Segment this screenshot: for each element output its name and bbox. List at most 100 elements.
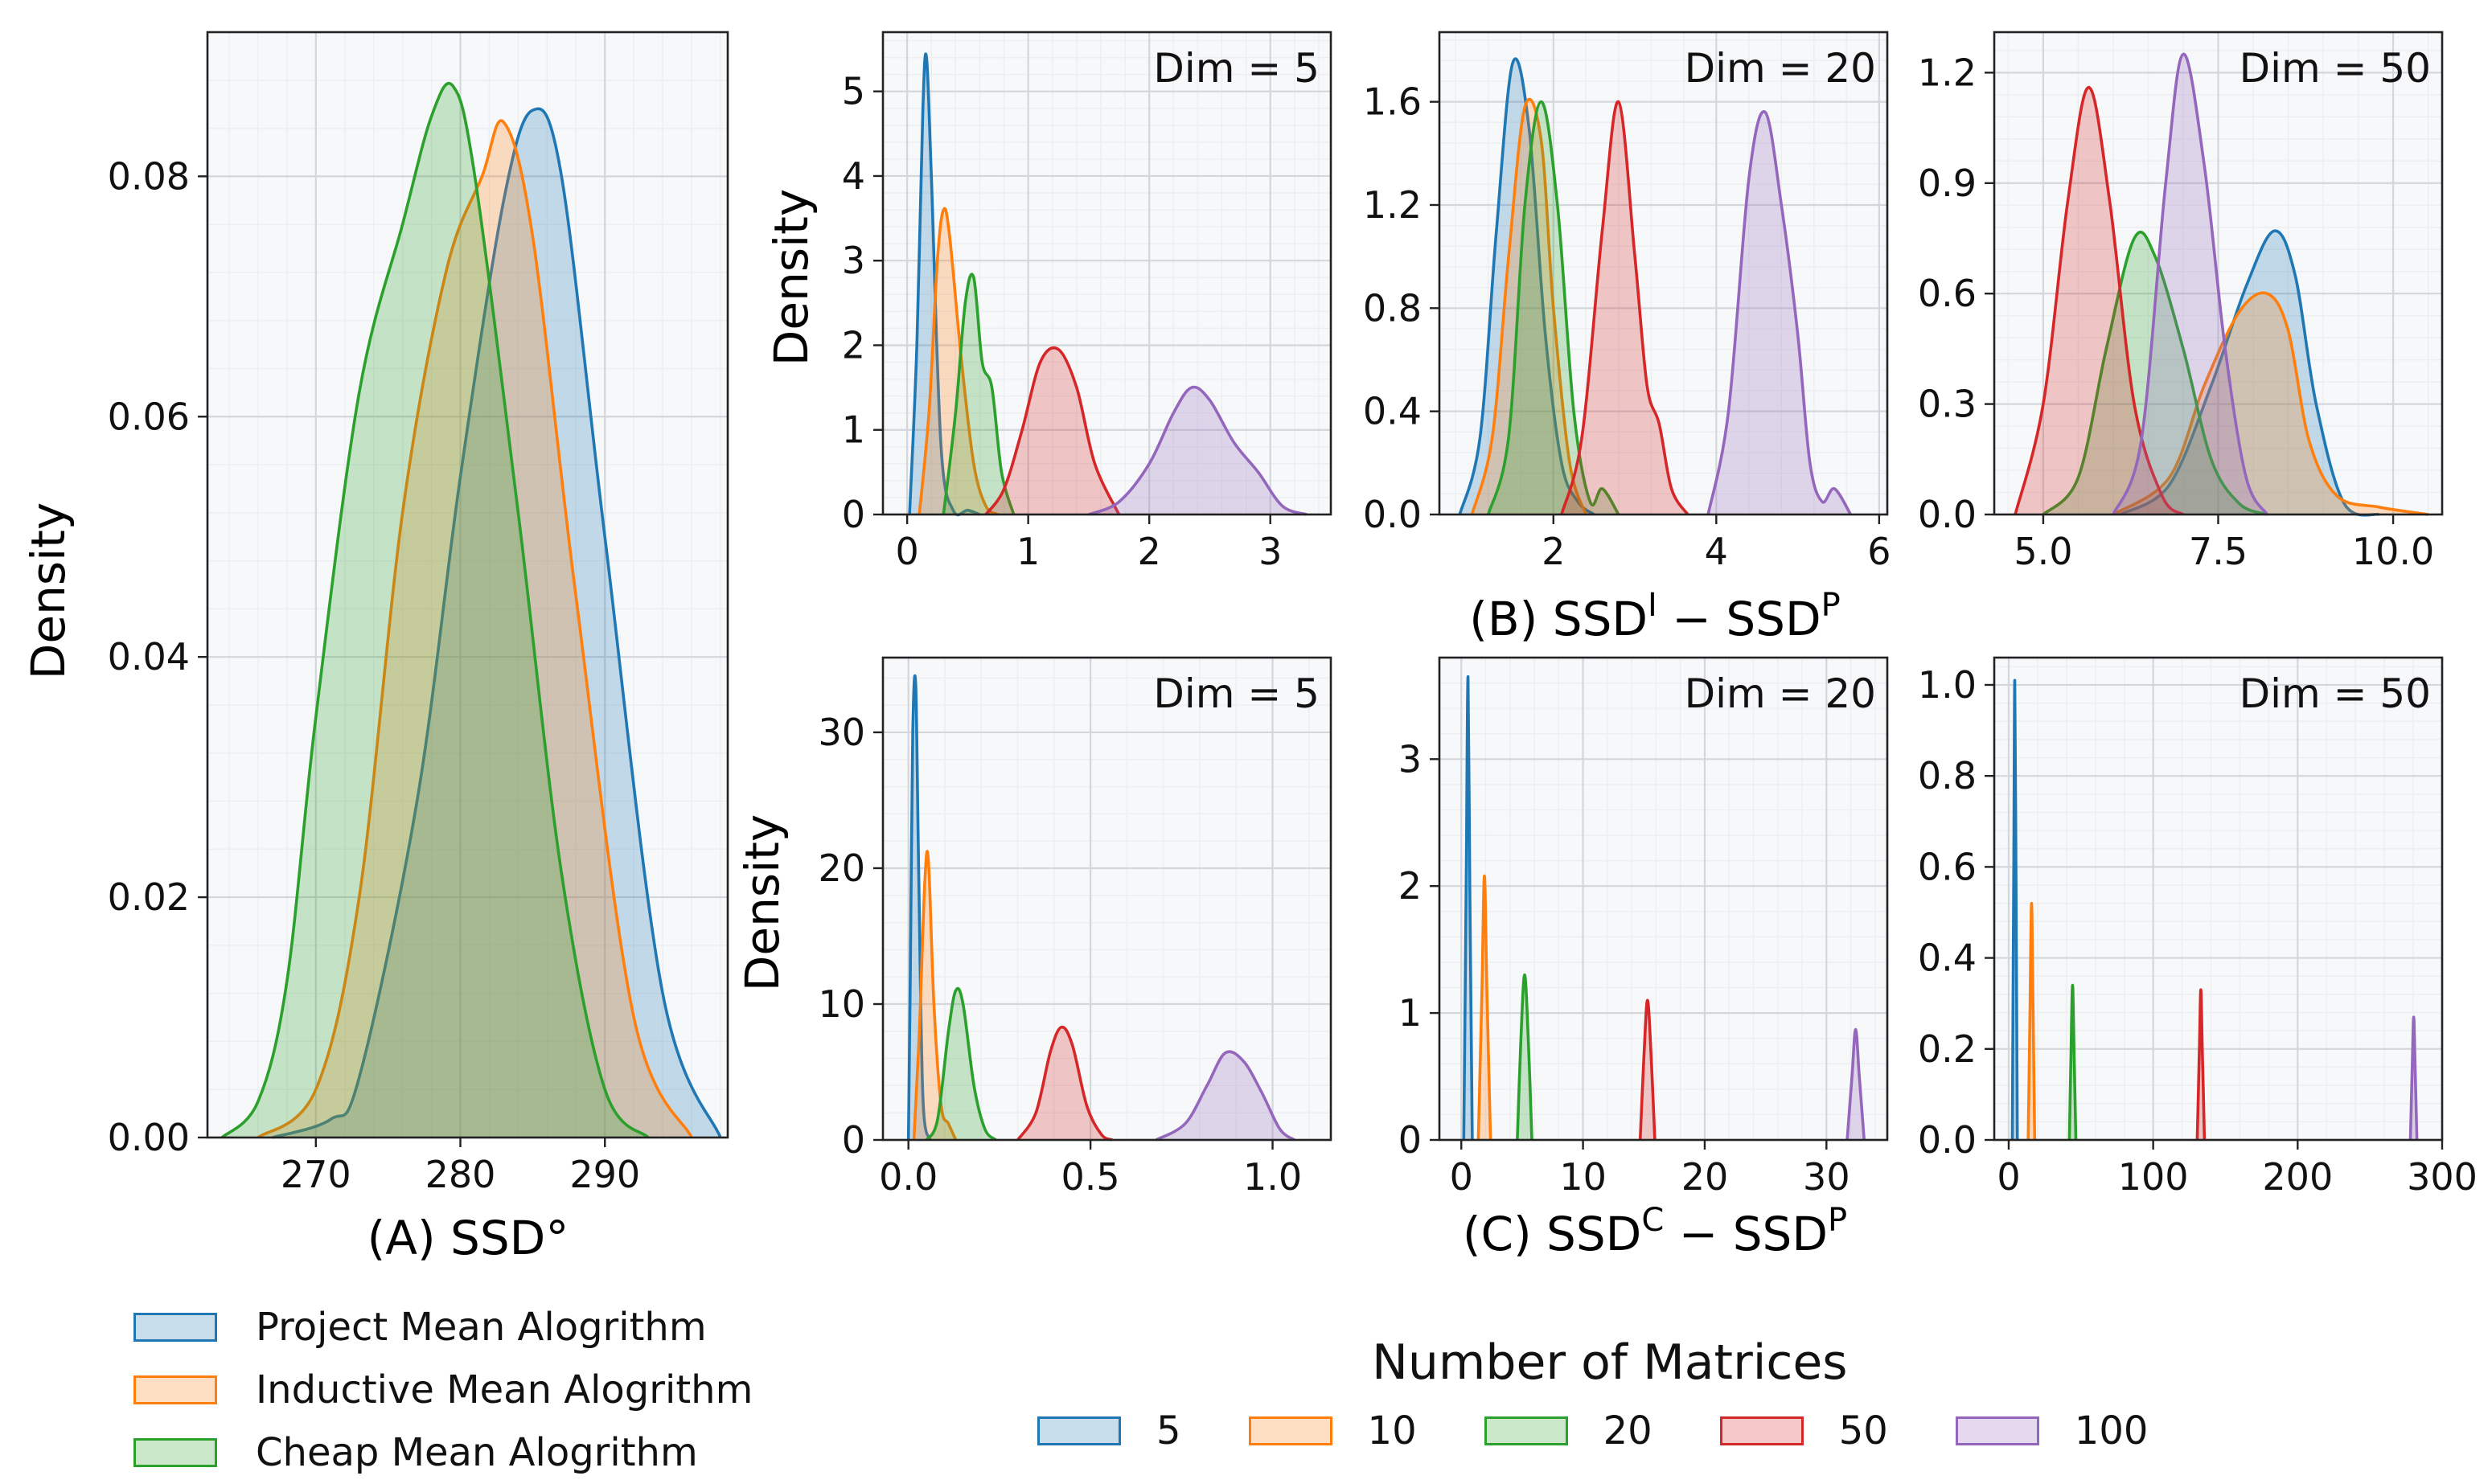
- y-tick-label: 0.04: [108, 635, 190, 678]
- y-tick-label: 1.0: [1918, 663, 1977, 707]
- row-b-caption: (B) SSDI − SSDP: [1469, 587, 1840, 646]
- density-fill-20: [1517, 974, 1532, 1140]
- y-tick-label: 0.9: [1918, 162, 1977, 205]
- plot-background: [883, 658, 1331, 1140]
- x-tick-label: 280: [425, 1153, 496, 1196]
- density-line-project-mean-alogrithm: [272, 107, 722, 1139]
- density-fill-20: [2042, 232, 2268, 514]
- x-tick-label: 5.0: [2014, 530, 2072, 573]
- density-fill-20: [1488, 101, 1619, 515]
- legend-item-inductive: Inductive Mean Alogrithm: [133, 1359, 753, 1421]
- dim-annotation: Dim = 20: [1685, 670, 1876, 717]
- y-tick-label: 2: [1398, 864, 1422, 908]
- plot-A: 270 280 290 0.00 0.02 0.04 0.06 0.08: [108, 31, 729, 1196]
- row-c-caption-sup-right: P: [1828, 1202, 1847, 1239]
- density-line-50: [1638, 998, 1657, 1141]
- x-tick-label: 2: [1138, 530, 1161, 573]
- density-fill-100: [1708, 111, 1851, 514]
- density-fill-100: [2113, 54, 2268, 515]
- y-tick-label: 5: [842, 70, 865, 113]
- x-tick-label: 20: [1681, 1155, 1729, 1199]
- matrices-legend: 5 10 20 50 100: [1037, 1408, 2148, 1453]
- density-line-20: [2042, 231, 2268, 516]
- plot-background: [1994, 658, 2442, 1140]
- density-fill-50: [1561, 101, 1688, 514]
- x-tick-label: 0: [1450, 1155, 1473, 1199]
- row-c-ylabel: Density: [735, 814, 790, 992]
- x-tick-label: 7.5: [2189, 530, 2248, 573]
- density-line-100: [2408, 1015, 2419, 1141]
- x-tick-label: 1.0: [1243, 1155, 1302, 1199]
- y-tick-label: 1.2: [1363, 183, 1422, 227]
- density-line-10: [1476, 874, 1492, 1141]
- x-tick-label: 10: [1559, 1155, 1607, 1199]
- density-line-100: [1088, 385, 1308, 516]
- density-line-20: [925, 986, 997, 1142]
- legend-item-100: 100: [1955, 1408, 2148, 1453]
- density-fill-5: [2120, 231, 2379, 515]
- density-fill-100: [1088, 387, 1307, 514]
- legend-item-project: Project Mean Alogrithm: [133, 1296, 753, 1359]
- row-c-caption-sup-left: C: [1641, 1202, 1664, 1239]
- x-tick-label: 270: [281, 1153, 351, 1196]
- panel-a-ylabel: Density: [21, 502, 76, 680]
- density-line-10: [918, 207, 1000, 516]
- x-tick-label: 0.0: [879, 1155, 938, 1199]
- y-tick-label: 0.8: [1363, 286, 1422, 330]
- y-tick-label: 0.00: [108, 1116, 190, 1159]
- dim-annotation: Dim = 5: [1153, 45, 1320, 92]
- plot-frame: [881, 656, 1332, 1142]
- y-tick-label: 0.6: [1918, 845, 1977, 888]
- y-tick-label: 0.4: [1918, 937, 1977, 980]
- density-fill-cheap-mean-alogrithm: [222, 83, 649, 1138]
- y-tick-label: 0.06: [108, 395, 190, 438]
- dim-annotation: Dim = 50: [2240, 45, 2431, 92]
- plot-background: [1439, 32, 1887, 514]
- plot-B-dim50: 5.0 7.5 10.0 0.0 0.3 0.6 0.9 1.2 Dim = 50: [1918, 31, 2444, 573]
- row-c-caption: (C) SSDC − SSDP: [1463, 1202, 1847, 1261]
- density-fill-10: [1472, 99, 1587, 515]
- density-line-5: [906, 674, 932, 1141]
- y-tick-label: 0.08: [108, 154, 190, 198]
- density-fill-50: [1640, 1000, 1655, 1140]
- density-line-20: [2067, 983, 2078, 1141]
- density-line-cheap-mean-alogrithm: [220, 81, 650, 1139]
- row-b-caption-sup-right: P: [1821, 587, 1841, 624]
- row-b-caption-mid: − SSD: [1657, 592, 1821, 646]
- x-tick-label: 1: [1016, 530, 1040, 573]
- density-fill-10: [2113, 293, 2428, 514]
- density-line-5: [2119, 229, 2380, 517]
- density-fill-5: [909, 54, 980, 515]
- plot-frame: [1993, 656, 2444, 1142]
- dim-annotation: Dim = 50: [2240, 670, 2431, 717]
- density-line-100: [2112, 52, 2268, 516]
- density-fill-5: [1459, 59, 1595, 515]
- legend-label-50: 50: [1838, 1408, 1888, 1453]
- legend-swatch-50: [1719, 1416, 1804, 1445]
- x-tick-label: 0: [1997, 1155, 2020, 1199]
- legend-swatch-project: [133, 1313, 217, 1342]
- legend-label-5: 5: [1156, 1408, 1181, 1453]
- density-fill-50: [986, 347, 1119, 514]
- x-tick-label: 10.0: [2352, 530, 2434, 573]
- legend-label-10: 10: [1367, 1408, 1417, 1453]
- panel-a-legend: Project Mean Alogrithm Inductive Mean Al…: [133, 1296, 753, 1484]
- legend-label-inductive: Inductive Mean Alogrithm: [256, 1367, 753, 1412]
- y-tick-label: 1: [1398, 991, 1422, 1035]
- legend-swatch-cheap: [133, 1438, 217, 1467]
- panel-a-caption: (A) SSD°: [367, 1211, 569, 1265]
- panel-a-caption-text: (A) SSD°: [367, 1211, 569, 1265]
- density-line-100: [1845, 1027, 1866, 1141]
- density-line-20: [1516, 973, 1533, 1141]
- row-b-caption-part1: (B) SSD: [1469, 592, 1648, 646]
- y-tick-label: 0.0: [1918, 1118, 1977, 1162]
- y-tick-label: 0.0: [1918, 493, 1977, 536]
- density-line-50: [984, 346, 1121, 516]
- density-line-5: [2010, 678, 2019, 1141]
- y-tick-label: 0.3: [1918, 383, 1977, 426]
- density-fill-20: [943, 274, 1014, 514]
- density-line-20: [942, 273, 1016, 515]
- x-tick-label: 6: [1867, 530, 1891, 573]
- plot-C-dim20: 0 10 20 30 0 1 2 3 Dim = 20: [1398, 656, 1889, 1199]
